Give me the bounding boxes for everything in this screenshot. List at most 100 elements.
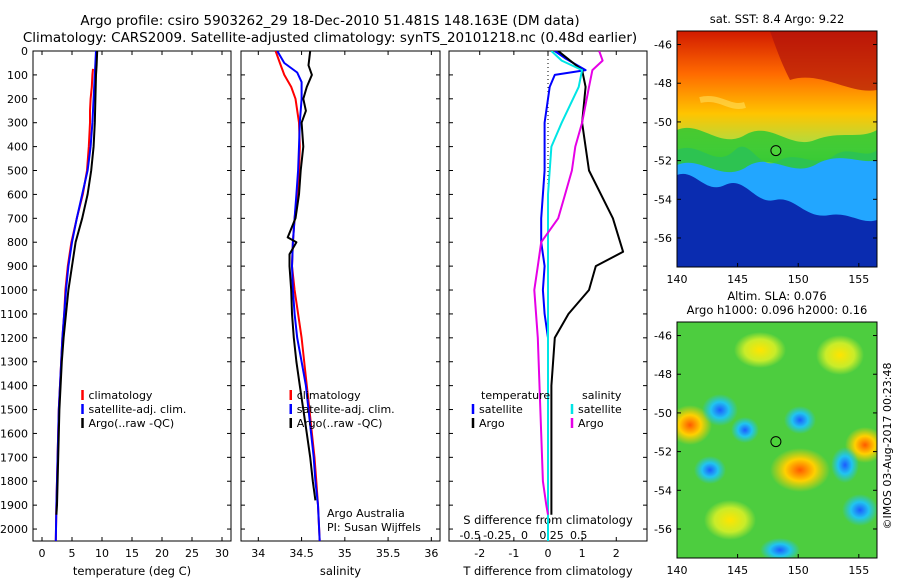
temperature-series-group: [54, 51, 99, 541]
salinity-panel: 34 34.5 35 35.5 36 salinity climatologysatelli…: [240, 50, 441, 578]
temperature-plot-frame: [32, 50, 232, 542]
depth-tick-label: 100: [7, 69, 28, 82]
depth-tick-label: 700: [7, 212, 28, 225]
difference-series-group: [533, 51, 625, 541]
map-y-tick-label: -46: [654, 330, 672, 343]
depth-tick-label: 1700: [0, 451, 28, 464]
depth-tick-label: 1400: [0, 380, 28, 393]
temperature-x-tick-label: 25: [185, 547, 199, 560]
difference-x-tick-label: 0: [545, 547, 552, 560]
sst-map-title: sat. SST: 8.4 Argo: 9.22: [710, 12, 845, 26]
depth-tick-label: 1300: [0, 356, 28, 369]
salinity-x-tick-label: 35: [338, 547, 352, 560]
map-x-tick-label: 150: [788, 564, 809, 577]
salinity-annotation-line2: PI: Susan Wijffels: [327, 521, 421, 534]
difference-legend-label: Argo: [578, 417, 604, 430]
difference-legend-label: satellite: [479, 403, 523, 416]
map-y-tick-label: -48: [654, 368, 672, 381]
sla-map-title-line1: Altim. SLA: 0.076: [727, 289, 826, 303]
temperature-x-tick-label: 0: [39, 547, 46, 560]
difference-legend-label: Argo: [479, 417, 505, 430]
temperature-x-tick-label: 30: [215, 547, 229, 560]
depth-tick-label: 400: [7, 141, 28, 154]
map-x-tick-label: 140: [667, 564, 688, 577]
difference-x-tick-label: -1: [508, 547, 519, 560]
salinity-series-line-argo-raw-qc-: [286, 51, 317, 501]
map-y-tick-label: -54: [654, 484, 672, 497]
imos-credit: ©IMOS 03-Aug-2017 00:23:48: [881, 363, 894, 530]
salinity-x-tick-label: 34: [251, 547, 265, 560]
map-y-tick-label: -54: [654, 193, 672, 206]
depth-tick-label: 1000: [0, 284, 28, 297]
temperature-legend-label: climatology: [89, 389, 153, 402]
difference-s-tick-label: 0: [521, 529, 528, 542]
temperature-series-line-argo-raw-qc-: [55, 51, 99, 515]
depth-tick-label: 1500: [0, 404, 28, 417]
sla-map-argo-marker: [770, 436, 782, 448]
difference-series-line-satellite: [547, 51, 584, 541]
salinity-series-group: [274, 51, 321, 541]
difference-x-tick-label: 2: [613, 547, 620, 560]
difference-x-tick-label: 1: [579, 547, 586, 560]
depth-tick-label: 800: [7, 236, 28, 249]
difference-x-tick-label: -2: [474, 547, 485, 560]
depth-tick-label: 300: [7, 117, 28, 130]
temperature-x-tick-label: 20: [155, 547, 169, 560]
map-y-tick-label: -46: [654, 39, 672, 52]
depth-tick-label: 1600: [0, 427, 28, 440]
map-y-tick-label: -56: [654, 232, 672, 245]
map-y-tick-label: -48: [654, 77, 672, 90]
sla-map-panel: 140 145 150 155 -46 -48 -50 -52 -54 -56 Altim. SL…: [654, 289, 878, 577]
salinity-legend-label: satellite-adj. clim.: [297, 403, 395, 416]
sla-map-title-line2: Argo h1000: 0.096 h2000: 0.16: [687, 303, 868, 317]
difference-panel: -2 -1 0 1 2T difference from climatology-0.5…: [448, 50, 648, 578]
map-y-tick-label: -50: [654, 116, 672, 129]
temperature-x-tick-label: 5: [69, 547, 76, 560]
difference-series-line-argo: [533, 51, 604, 515]
map-x-tick-label: 145: [727, 273, 748, 286]
difference-s-tick-label: -0.5: [459, 529, 480, 542]
depth-tick-label: 500: [7, 165, 28, 178]
figure-title-line1: Argo profile: csiro 5903262_29 18-Dec-20…: [80, 13, 580, 29]
temperature-panel: 0100200300400500600700800900100011001200…: [0, 45, 232, 578]
depth-tick-label: 1200: [0, 332, 28, 345]
figure-title-line2: Climatology: CARS2009. Satellite-adjuste…: [22, 30, 638, 46]
map-x-tick-label: 140: [667, 273, 688, 286]
temperature-x-axis-label: temperature (deg C): [73, 564, 191, 578]
salinity-legend-label: Argo(..raw -QC): [297, 417, 383, 430]
salinity-plot-frame: [240, 50, 441, 542]
map-x-tick-label: 155: [848, 273, 869, 286]
depth-tick-label: 600: [7, 188, 28, 201]
depth-tick-label: 1900: [0, 499, 28, 512]
map-y-tick-label: -56: [654, 523, 672, 536]
difference-s-tick-label: -0.25: [483, 529, 511, 542]
salinity-x-tick-label: 35.5: [376, 547, 401, 560]
map-y-tick-label: -52: [654, 446, 672, 459]
difference-s-tick-label: 0.25: [539, 529, 564, 542]
difference-legend-temperature-header: temperature: [481, 389, 550, 402]
salinity-x-tick-label: 34.5: [289, 547, 314, 560]
temperature-x-tick-label: 15: [125, 547, 139, 560]
sst-map-panel: 140 145 150 155 -46 -48 -50 -52 -54 -56 sat. SST:…: [654, 12, 878, 286]
difference-s-tick-label: 0.5: [570, 529, 588, 542]
temperature-x-tick-label: 10: [95, 547, 109, 560]
temperature-legend-label: Argo(..raw -QC): [89, 417, 175, 430]
depth-tick-label: 2000: [0, 523, 28, 536]
map-x-tick-label: 145: [727, 564, 748, 577]
difference-legend-salinity-header: salinity: [582, 389, 622, 402]
salinity-x-axis-label: salinity: [320, 564, 361, 578]
map-y-tick-label: -50: [654, 407, 672, 420]
map-y-tick-label: -52: [654, 155, 672, 168]
depth-tick-label: 0: [21, 45, 28, 58]
difference-series-line-argo: [550, 51, 625, 515]
difference-x-axis-label: T difference from climatology: [462, 564, 633, 578]
depth-tick-label: 1800: [0, 475, 28, 488]
salinity-x-tick-label: 36: [424, 547, 438, 560]
depth-tick-label: 900: [7, 260, 28, 273]
salinity-legend-label: climatology: [297, 389, 361, 402]
depth-tick-label: 1100: [0, 308, 28, 321]
depth-tick-label: 200: [7, 93, 28, 106]
salinity-series-line-satellite-adj-clim-: [276, 51, 321, 541]
map-x-tick-label: 150: [788, 273, 809, 286]
